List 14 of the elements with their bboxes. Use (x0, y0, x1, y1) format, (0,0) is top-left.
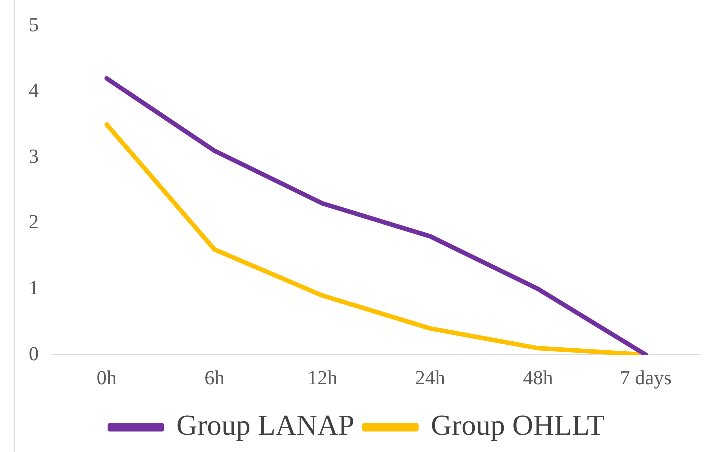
legend-label: Group OHLLT (431, 410, 606, 442)
x-tick-label: 12h (308, 367, 338, 390)
x-tick-label: 0h (96, 367, 117, 390)
y-tick-label: 1 (29, 277, 39, 300)
x-tick-label: 24h (415, 367, 446, 390)
x-tick-label: 7 days (620, 367, 672, 390)
y-tick-label: 0 (29, 343, 39, 366)
y-tick-label: 4 (29, 80, 39, 102)
x-tick-label: 6h (204, 367, 225, 390)
x-tick-label: 48h (523, 367, 554, 390)
y-tick-label: 3 (29, 146, 39, 168)
y-tick-label: 5 (29, 14, 39, 36)
legend-label: Group LANAP (176, 410, 355, 442)
y-tick-label: 2 (29, 212, 39, 234)
